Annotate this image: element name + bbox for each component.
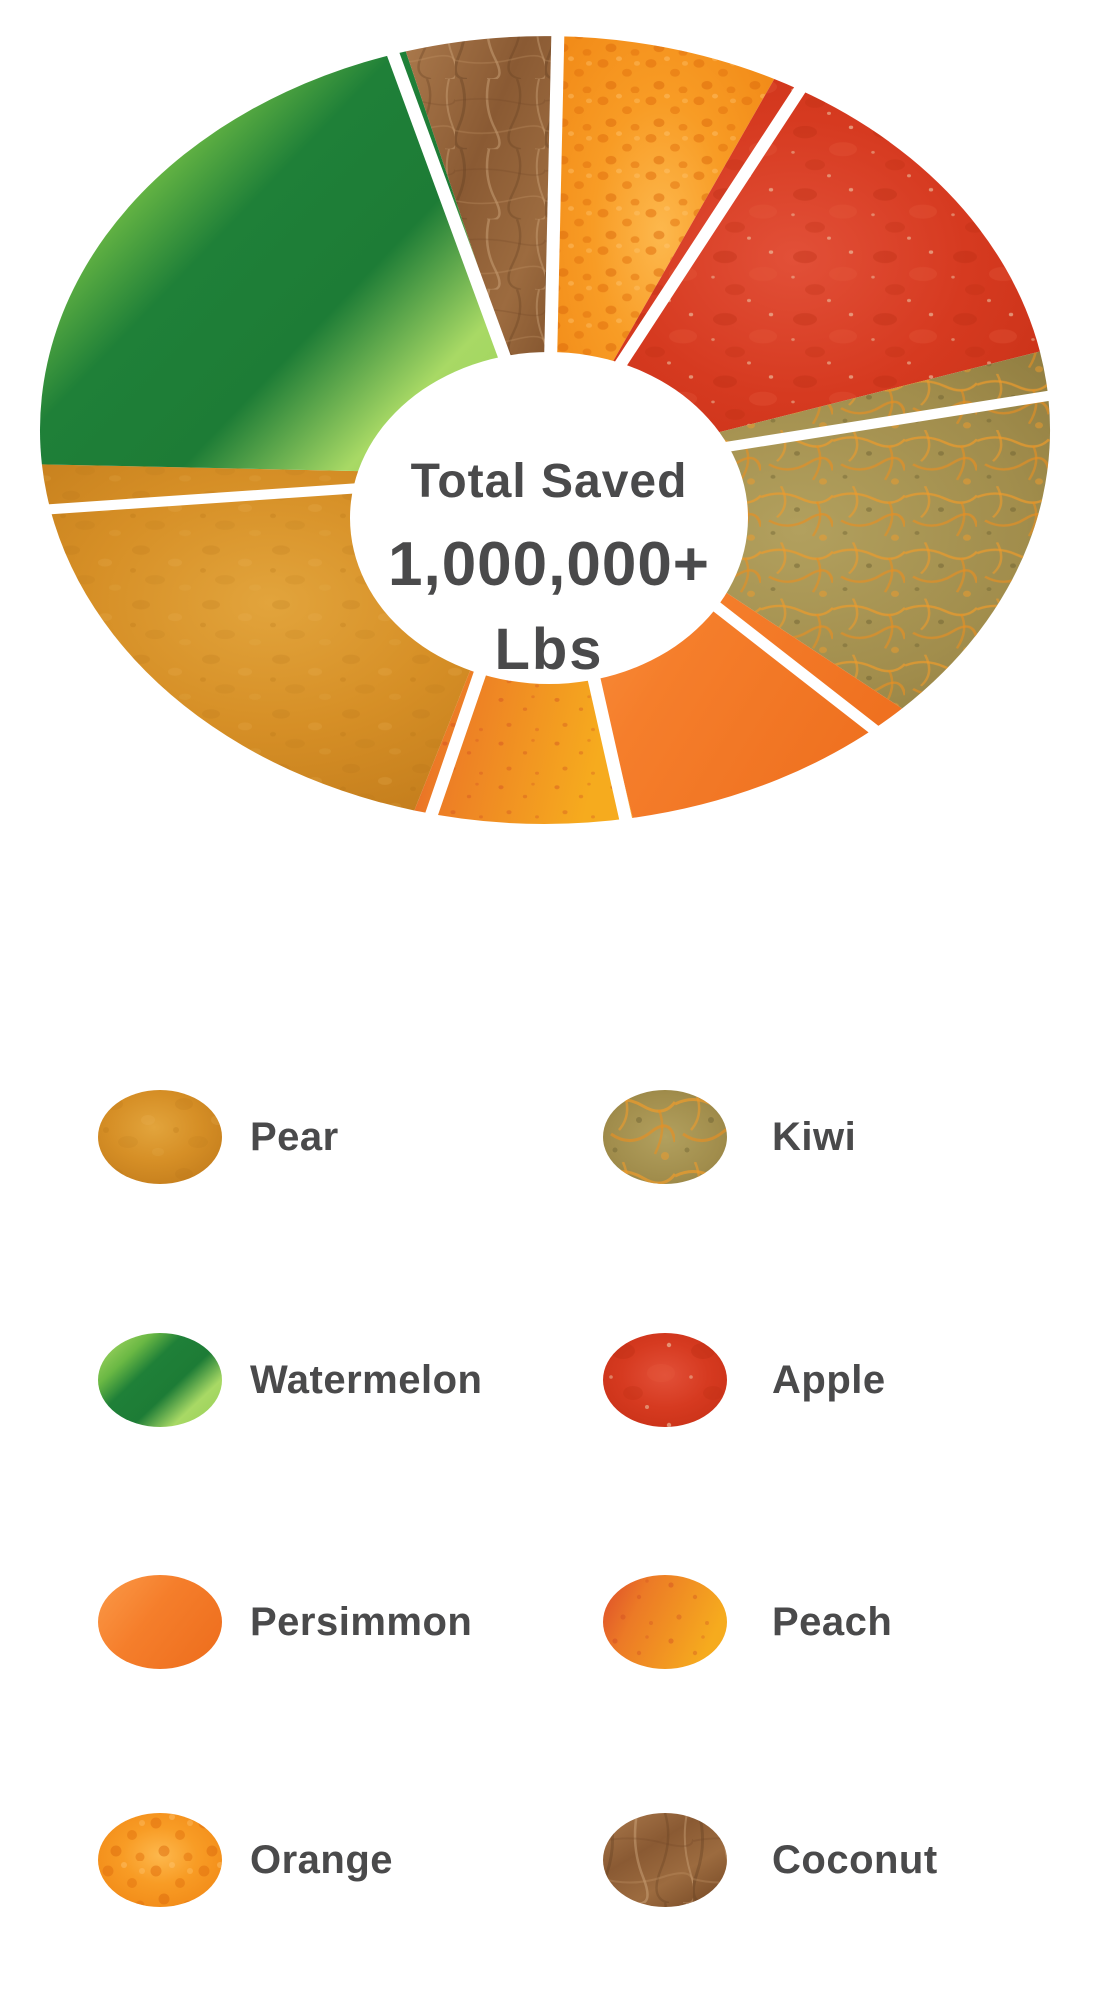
coconut-swatch-icon (603, 1813, 727, 1907)
slice-apple-texture (548, 79, 1040, 476)
center-label-line3: Lbs (494, 617, 603, 682)
donut-hole (350, 352, 748, 684)
legend-item-orange: Orange (98, 1813, 393, 1907)
legend-item-kiwi: Kiwi (603, 1090, 856, 1184)
pear-swatch-icon (98, 1090, 222, 1184)
legend-label-pear: Pear (250, 1114, 339, 1159)
center-label-line2: 1,000,000+ (388, 530, 710, 599)
legend-label-peach: Peach (772, 1599, 893, 1644)
center-label-line1: Total Saved (411, 455, 688, 508)
legend-label-kiwi: Kiwi (772, 1114, 857, 1159)
slice-kiwi-texture (548, 351, 1051, 709)
legend-label-persimmon: Persimmon (250, 1599, 473, 1644)
peach-swatch-icon (603, 1575, 727, 1669)
slice-watermelon (39, 51, 548, 476)
watermelon-swatch-icon (98, 1333, 222, 1427)
legend-label-watermelon: Watermelon (250, 1357, 483, 1402)
legend-label-orange: Orange (250, 1837, 394, 1882)
legend-item-watermelon: Watermelon (98, 1333, 482, 1427)
legend-item-coconut: Coconut (603, 1813, 938, 1907)
legend-item-pear: Pear (98, 1090, 339, 1184)
apple-swatch-icon (603, 1333, 727, 1427)
legend-label-coconut: Coconut (772, 1837, 938, 1882)
orange-swatch-icon (98, 1813, 222, 1907)
legend-item-peach: Peach (603, 1575, 892, 1669)
legend-item-persimmon: Persimmon (98, 1575, 472, 1669)
donut-chart: Total Saved 1,000,000+ Lbs (0, 0, 1100, 922)
persimmon-swatch-icon (98, 1575, 222, 1669)
kiwi-swatch-icon (603, 1090, 727, 1184)
legend-item-apple: Apple (603, 1333, 886, 1427)
legend-label-apple: Apple (772, 1357, 886, 1402)
